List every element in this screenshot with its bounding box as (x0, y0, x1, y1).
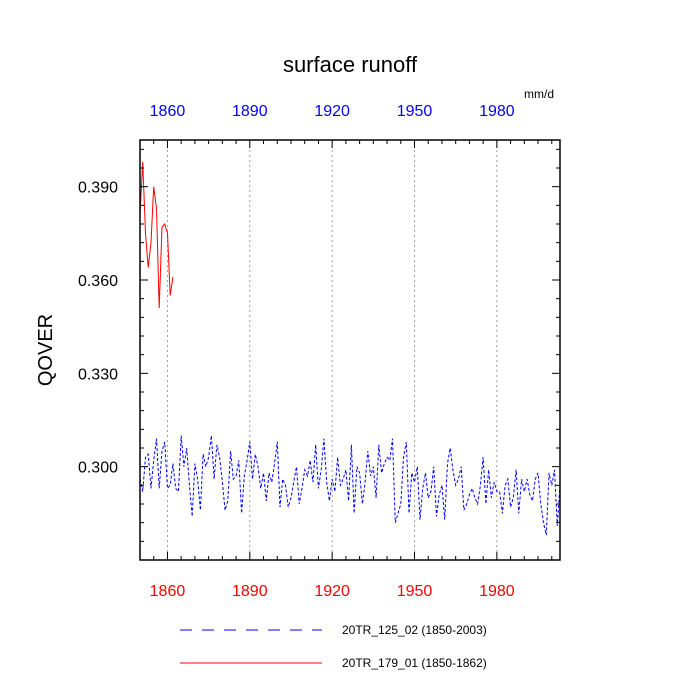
series-layer (139, 161, 561, 536)
axis-ticks: 1860 1860 1890 1890 1920 1920 1950 1950 1980 1980… (78, 103, 560, 600)
units-label: mm/d (524, 87, 554, 101)
legend: 20TR_125_02 (1850-2003) 20TR_179_01 (185… (180, 623, 487, 670)
x-tick-label-top: 1860 (150, 103, 186, 120)
gridlines (167, 140, 498, 560)
x-tick-label-top: 1920 (314, 103, 350, 120)
y-tick-label: 0.390 (78, 180, 118, 197)
y-tick-label: 0.330 (78, 366, 118, 383)
x-tick-label-top: 1950 (397, 103, 433, 120)
legend-label-blue: 20TR_125_02 (1850-2003) (342, 623, 487, 637)
x-tick-label-bottom: 1980 (479, 583, 515, 600)
y-tick-label: 0.360 (78, 273, 118, 290)
x-tick-label-top: 1980 (479, 103, 515, 120)
x-tick-label-bottom: 1920 (314, 583, 350, 600)
chart-title: surface runoff (283, 52, 418, 77)
series-line-1 (139, 161, 174, 309)
y-axis-label: QOVER (35, 314, 57, 386)
x-tick-label-bottom: 1950 (397, 583, 433, 600)
series-line-0 (139, 435, 561, 536)
y-tick-label: 0.300 (78, 460, 118, 477)
x-tick-label-bottom: 1890 (232, 583, 268, 600)
plot-frame (139, 139, 561, 561)
legend-label-red: 20TR_179_01 (1850-1862) (342, 656, 487, 670)
x-tick-label-bottom: 1860 (150, 583, 186, 600)
x-tick-label-top: 1890 (232, 103, 268, 120)
